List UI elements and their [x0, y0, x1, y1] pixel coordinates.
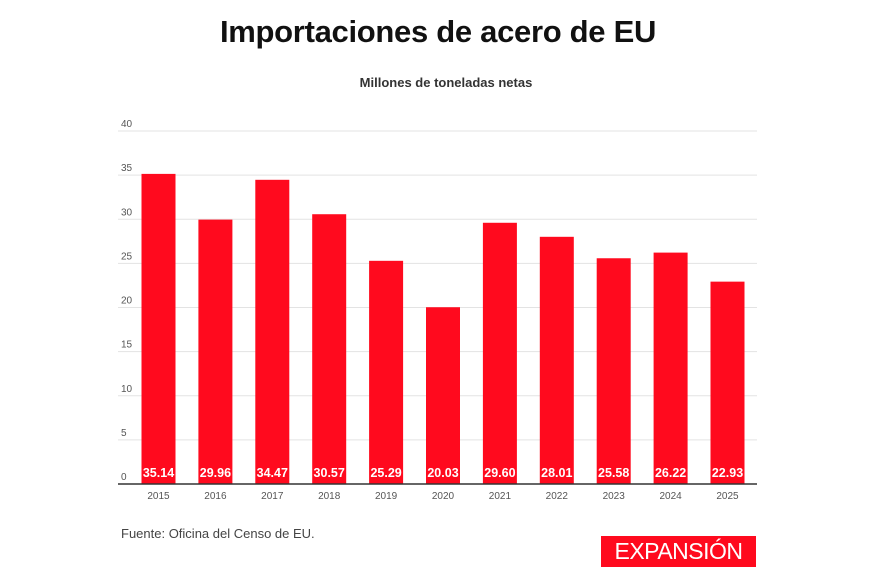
value-label: 29.96	[200, 466, 231, 480]
x-tick-label: 2015	[147, 491, 170, 502]
value-label: 28.01	[541, 466, 572, 480]
x-tick-label: 2018	[318, 491, 341, 502]
value-label: 25.29	[370, 466, 401, 480]
source-note: Fuente: Oficina del Censo de EU.	[121, 526, 315, 541]
bar-2024	[653, 252, 688, 484]
bar-2017	[255, 179, 290, 484]
bar-2023	[596, 258, 631, 484]
bar-2022	[539, 236, 574, 484]
value-label: 25.58	[598, 466, 629, 480]
bar-2015	[141, 173, 176, 484]
value-label: 29.60	[484, 466, 515, 480]
value-label: 34.47	[257, 466, 288, 480]
bar-2019	[369, 260, 404, 484]
bars	[141, 173, 745, 484]
bar-2021	[482, 222, 517, 484]
bar-2025	[710, 281, 745, 484]
y-tick-label: 10	[121, 384, 133, 395]
value-label: 30.57	[314, 466, 345, 480]
y-tick-label: 40	[121, 119, 133, 130]
value-label: 35.14	[143, 466, 174, 480]
chart-title: Importaciones de acero de EU	[219, 14, 657, 49]
bar-2016	[198, 219, 233, 484]
y-tick-label: 5	[121, 428, 127, 439]
y-tick-label: 15	[121, 340, 133, 351]
value-label: 20.03	[427, 466, 458, 480]
x-tick-label: 2017	[261, 491, 284, 502]
x-axis-ticks: 2015 2016 2017 2018 2019 2020 2021 2022 2023 2024…	[147, 491, 739, 502]
x-tick-label: 2021	[489, 491, 512, 502]
bar-2020	[426, 307, 460, 484]
x-tick-label: 2020	[432, 491, 455, 502]
value-label: 26.22	[655, 466, 686, 480]
expansion-logo: EXPANSIÓN	[601, 536, 756, 567]
x-tick-label: 2019	[375, 491, 398, 502]
x-tick-label: 2024	[659, 491, 682, 502]
bar-2018	[312, 214, 347, 484]
chart-subtitle: Millones de toneladas netas	[359, 75, 533, 90]
x-tick-label: 2025	[716, 491, 739, 502]
value-label: 22.93	[712, 466, 743, 480]
y-tick-label: 30	[121, 207, 133, 218]
y-tick-label: 25	[121, 251, 133, 262]
x-tick-label: 2023	[603, 491, 626, 502]
value-labels: 35.14 29.96 34.47 30.57 25.29 20.03 29.60 28.01…	[143, 466, 743, 480]
y-tick-label: 0	[121, 472, 127, 483]
y-axis-ticks: 0 5 10 15 20 25 30 35 40	[121, 119, 133, 483]
y-tick-label: 35	[121, 163, 133, 174]
x-tick-label: 2022	[546, 491, 569, 502]
y-tick-label: 20	[121, 296, 133, 307]
x-tick-label: 2016	[204, 491, 227, 502]
